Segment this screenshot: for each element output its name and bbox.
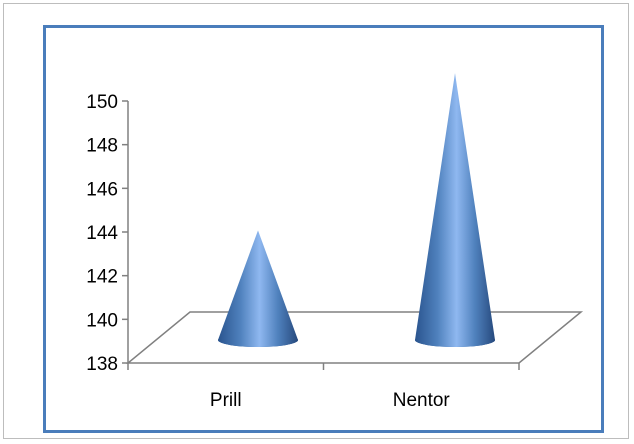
y-tick-label: 148 [86, 136, 118, 157]
y-tick-label: 144 [86, 223, 118, 244]
cone-bar-prill [218, 230, 298, 347]
x-category-label: Nentor [393, 390, 451, 411]
cone-bar-nentor [415, 73, 495, 347]
y-tick-label: 138 [86, 354, 118, 375]
cone-body [415, 73, 495, 347]
y-tick-label: 150 [86, 92, 118, 113]
y-tick-label: 142 [86, 267, 118, 288]
cone-body [218, 230, 298, 347]
x-category-label: Prill [210, 390, 242, 411]
floor-plane [125, 311, 584, 364]
y-tick-label: 140 [86, 310, 118, 331]
y-tick-label: 146 [86, 179, 118, 200]
